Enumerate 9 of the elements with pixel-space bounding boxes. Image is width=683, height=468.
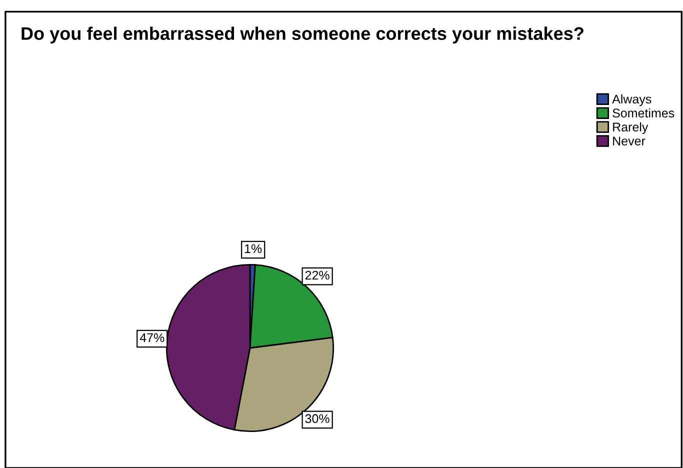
legend-label: Never — [613, 136, 646, 146]
data-label: 22% — [305, 270, 330, 280]
legend-label: Always — [612, 94, 652, 106]
chart-title: Do you feel embarrassed when someone corrects your mistakes? — [22, 26, 584, 44]
legend-label: Sometimes — [612, 108, 674, 118]
legend-label: Rarely — [613, 122, 648, 134]
data-label: 30% — [305, 414, 330, 424]
data-label: 47% — [140, 333, 164, 342]
data-label: 1% — [245, 244, 262, 254]
